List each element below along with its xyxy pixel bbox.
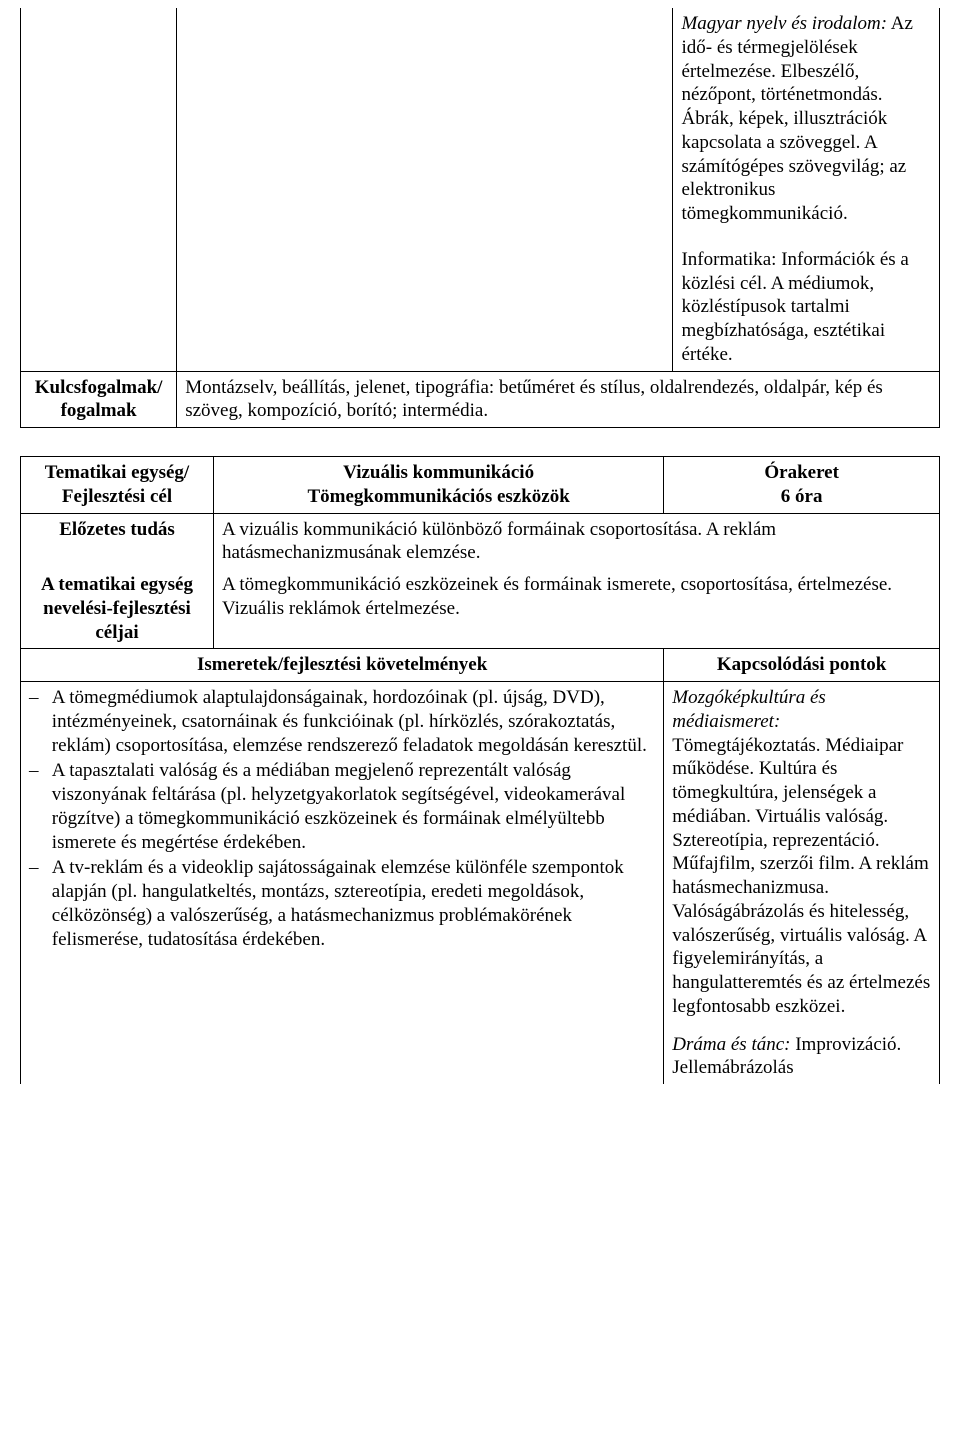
req-item-2: A tapasztalati valóság és a médiában meg… xyxy=(52,759,655,854)
table-keyconcepts: Magyar nyelv és irodalom: Az idő- és tér… xyxy=(20,8,940,428)
t1-r1c1 xyxy=(21,8,177,230)
t1-r2c1 xyxy=(21,230,177,371)
subject-hungarian: Magyar nyelv és irodalom: xyxy=(681,13,887,34)
subject-hungarian-body: Az idő- és térmegjelölések értelmezése. … xyxy=(681,13,912,224)
conn-media-label: Mozgóképkultúra és médiaismeret: xyxy=(672,687,826,732)
unit-title: Vizuális kommunikáció Tömegkommunikációs… xyxy=(213,457,663,514)
connections-header: Kapcsolódási pontok xyxy=(664,649,940,682)
t1-r2c3: Informatika: Információk és a közlési cé… xyxy=(673,230,940,371)
req-item-3: A tv-reklám és a videoklip sajátosságain… xyxy=(52,856,655,951)
spacer xyxy=(20,428,940,456)
keyconcepts-body: Montázselv, beállítás, jelenet, tipográf… xyxy=(177,371,940,428)
subject-informatics: Informatika: Információk és a közlési cé… xyxy=(681,248,931,367)
unit-title-line2: Tömegkommunikációs eszközök xyxy=(222,485,655,509)
prior-knowledge-body: A vizuális kommunikáció különböző formái… xyxy=(213,513,939,569)
dev-goals-label: A tematikai egység nevelési-fejlesztési … xyxy=(21,569,214,649)
req-item-1: A tömegmédiumok alaptulajdonságainak, ho… xyxy=(52,686,655,757)
unit-hours: Órakeret 6 óra xyxy=(664,457,940,514)
dev-goals-body: A tömegkommunikáció eszközeinek és formá… xyxy=(213,569,939,649)
requirements-header: Ismeretek/fejlesztési követelmények xyxy=(21,649,664,682)
unit-hours-value: 6 óra xyxy=(672,485,931,509)
t1-r1c3: Magyar nyelv és irodalom: Az idő- és tér… xyxy=(673,8,940,230)
t1-r2c2 xyxy=(177,230,673,371)
t1-r1c2 xyxy=(177,8,673,230)
conn-drama-label: Dráma és tánc: xyxy=(672,1034,790,1055)
unit-hours-label: Órakeret xyxy=(672,461,931,485)
requirements-body: A tömegmédiumok alaptulajdonságainak, ho… xyxy=(21,682,664,1085)
keyconcepts-label: Kulcsfogalmak/ fogalmak xyxy=(21,371,177,428)
unit-title-line1: Vizuális kommunikáció xyxy=(222,461,655,485)
table-unit: Tematikai egység/ Fejlesztési cél Vizuál… xyxy=(20,456,940,1084)
prior-knowledge-label: Előzetes tudás xyxy=(21,513,214,569)
conn-media-body: Tömegtájékoztatás. Médiaipar működése. K… xyxy=(672,735,930,1017)
unit-goal-label: Tematikai egység/ Fejlesztési cél xyxy=(21,457,214,514)
connections-body: Mozgóképkultúra és médiaismeret: Tömegtá… xyxy=(664,682,940,1085)
requirements-list: A tömegmédiumok alaptulajdonságainak, ho… xyxy=(29,686,655,951)
